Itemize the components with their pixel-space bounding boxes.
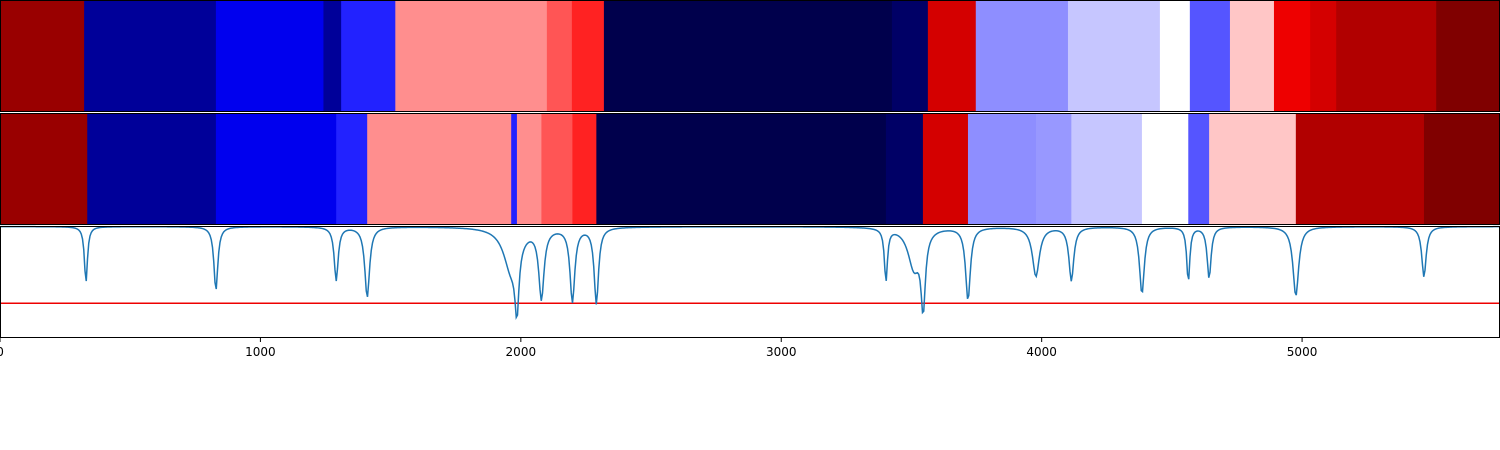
segment-row0-6 (546, 0, 573, 112)
segment-row0-19 (1436, 0, 1500, 112)
segment-row0-8 (603, 0, 893, 112)
segment-row1-16 (1188, 113, 1210, 225)
segmentation-row-bottom (0, 113, 1500, 225)
x-tick-label-1: 1000 (245, 345, 276, 359)
segment-row1-11 (922, 113, 969, 225)
segment-row1-3 (336, 113, 368, 225)
segment-row1-17 (1209, 113, 1297, 225)
segment-row0-7 (571, 0, 605, 112)
segment-row0-2 (215, 0, 324, 112)
segment-row1-1 (87, 113, 217, 225)
segment-row0-5 (395, 0, 548, 112)
segment-row1-7 (541, 113, 573, 225)
segment-row0-4 (341, 0, 396, 112)
segment-row1-15 (1141, 113, 1189, 225)
segment-row1-12 (967, 113, 1037, 225)
segment-row0-15 (1229, 0, 1275, 112)
score-panel (0, 225, 1500, 338)
segment-row0-17 (1310, 0, 1337, 112)
segment-row1-8 (572, 113, 597, 225)
score-panel-background (0, 226, 1500, 338)
segment-row1-10 (885, 113, 924, 225)
x-axis: 0 1000 2000 3000 4000 5000 (0, 338, 1317, 359)
x-tick-label-2: 2000 (506, 345, 537, 359)
segment-row1-19 (1423, 113, 1500, 225)
segmentation-row-top (0, 0, 1500, 112)
segment-row0-0 (0, 0, 85, 112)
segment-row1-4 (367, 113, 512, 225)
segment-row1-18 (1295, 113, 1425, 225)
segment-row0-1 (84, 0, 217, 112)
segment-row1-5 (511, 113, 518, 225)
segment-row1-9 (596, 113, 887, 225)
x-tick-label-0: 0 (0, 345, 4, 359)
x-tick-label-4: 4000 (1026, 345, 1057, 359)
x-tick-label-5: 5000 (1287, 345, 1318, 359)
segment-row0-9 (891, 0, 929, 112)
segment-row1-6 (516, 113, 542, 225)
segment-row1-13 (1035, 113, 1072, 225)
segment-row0-10 (927, 0, 977, 112)
segment-row0-3 (323, 0, 342, 112)
segment-row1-0 (0, 113, 88, 225)
segment-row0-16 (1273, 0, 1311, 112)
segment-row0-11 (975, 0, 1069, 112)
segment-row1-14 (1071, 113, 1143, 225)
x-tick-label-3: 3000 (766, 345, 797, 359)
segment-row1-2 (215, 113, 337, 225)
segment-row0-12 (1067, 0, 1161, 112)
segment-row0-18 (1336, 0, 1437, 112)
segment-row0-14 (1189, 0, 1231, 112)
segment-row0-13 (1159, 0, 1191, 112)
